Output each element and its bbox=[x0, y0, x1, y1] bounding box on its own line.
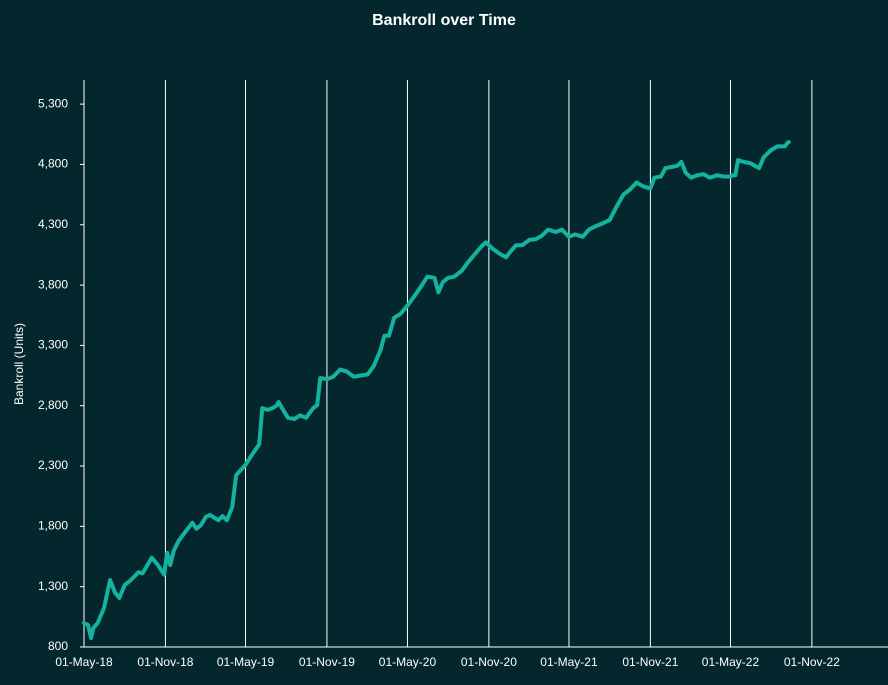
y-tick-label: 2,300 bbox=[38, 458, 68, 472]
x-tick-label: 01-Nov-18 bbox=[137, 655, 193, 669]
y-tick-label: 1,300 bbox=[38, 579, 68, 593]
x-tick-label: 01-Nov-20 bbox=[461, 655, 517, 669]
x-tick-label: 01-May-18 bbox=[55, 655, 113, 669]
x-tick-label: 01-May-20 bbox=[379, 655, 437, 669]
x-tick-label: 01-Nov-19 bbox=[299, 655, 355, 669]
x-tick-label: 01-Nov-22 bbox=[784, 655, 840, 669]
y-tick-label: 2,800 bbox=[38, 398, 68, 412]
y-tick-label: 3,800 bbox=[38, 277, 68, 291]
y-tick-label: 4,800 bbox=[38, 157, 68, 171]
y-tick-label: 4,300 bbox=[38, 217, 68, 231]
y-tick-label: 1,800 bbox=[38, 519, 68, 533]
data-line bbox=[82, 140, 791, 640]
y-axis-label: Bankroll (Units) bbox=[12, 323, 26, 405]
x-tick-label: 01-May-19 bbox=[217, 655, 275, 669]
x-tick-label: 01-May-21 bbox=[540, 655, 598, 669]
x-tick-label: 01-May-22 bbox=[702, 655, 760, 669]
x-tick-label: 01-Nov-21 bbox=[622, 655, 678, 669]
y-tick-label: 800 bbox=[48, 639, 68, 653]
chart-title: Bankroll over Time bbox=[372, 12, 516, 29]
y-tick-label: 5,300 bbox=[38, 96, 68, 110]
y-tick-label: 3,300 bbox=[38, 338, 68, 352]
